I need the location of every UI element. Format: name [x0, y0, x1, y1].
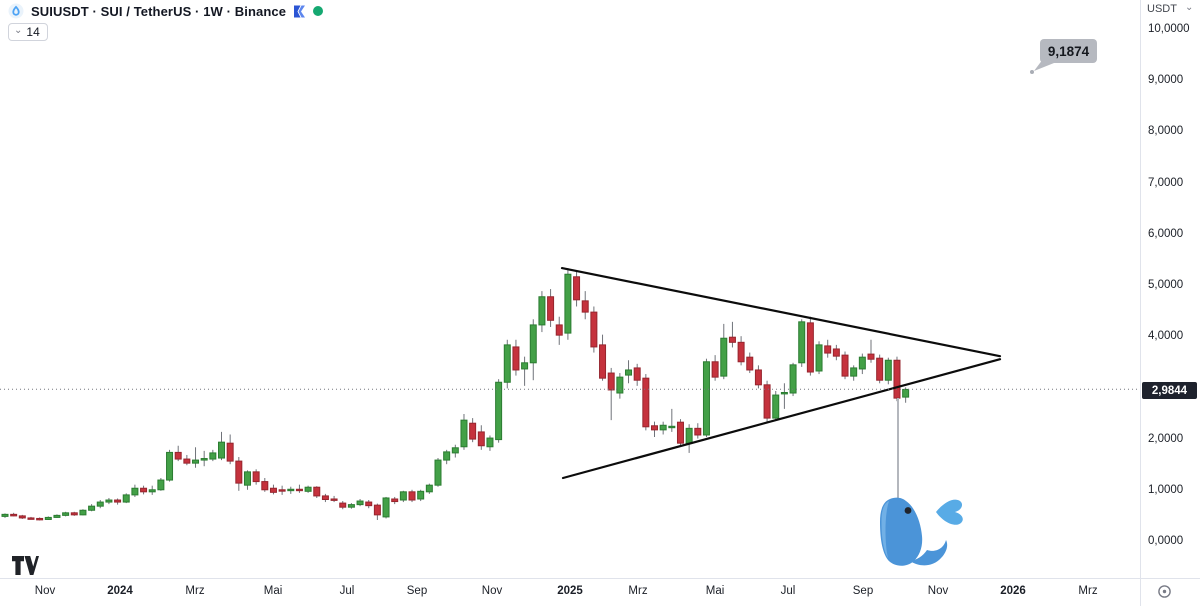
time-axis-label: Mai [263, 585, 283, 597]
time-axis-label: 2024 [107, 585, 133, 597]
time-axis-label: Sep [406, 585, 428, 597]
candlestick-chart[interactable] [0, 0, 1140, 578]
whale-eye [904, 507, 912, 514]
price-tick-label: 7,0000 [1148, 177, 1184, 189]
whale-tail [910, 540, 948, 566]
axis-vertical-separator[interactable] [1140, 0, 1141, 606]
time-axis-label: Mrz [1078, 585, 1098, 597]
time-axis-label: Sep [852, 585, 874, 597]
time-axis-label: Jul [780, 585, 796, 597]
triangle-lower [561, 358, 1002, 480]
whale-sticker[interactable] [870, 486, 966, 578]
time-axis-label: Mrz [185, 585, 205, 597]
candles [1, 268, 910, 521]
chart-plot-area[interactable]: 9,1874 SUIUSDT · SUI / TetherUS · 1W · B… [0, 0, 1140, 578]
whale-body [880, 497, 923, 566]
time-axis-label: Jul [339, 585, 355, 597]
time-axis-label: Nov [927, 585, 949, 597]
price-axis-currency-toggle[interactable]: USDT ⌄ [1147, 2, 1194, 16]
price-axis[interactable]: USDT ⌄ 10,0000 9,0000 8,0000 7,0000 6,0000 5,… [1141, 0, 1200, 578]
price-tick-label: 8,0000 [1148, 125, 1184, 137]
whale-fluke [936, 499, 963, 525]
axis-horizontal-separator[interactable] [0, 578, 1200, 579]
price-tick-label: 5,0000 [1148, 279, 1184, 291]
tradingview-logo[interactable] [12, 556, 39, 575]
price-tick-label: 0,0000 [1148, 535, 1184, 547]
timezone-settings-icon[interactable] [1157, 584, 1172, 599]
sui-logo-icon [8, 3, 24, 19]
time-axis[interactable]: Nov 2024 Mrz Mai Jul Sep Nov 2025 Mrz Mai Jul Sep No… [0, 579, 1140, 606]
price-tick-label: 1,0000 [1148, 484, 1184, 496]
market-status-dot[interactable] [313, 6, 324, 16]
indicator-count-chip[interactable]: ⌄ 14 [8, 23, 48, 41]
price-callout[interactable]: 9,1874 [1040, 39, 1097, 63]
time-axis-label: 2026 [1000, 585, 1026, 597]
price-tick-label: 2,0000 [1148, 433, 1184, 445]
price-tick-label: 6,0000 [1148, 228, 1184, 240]
price-callout-anchor-dot [1030, 70, 1034, 74]
chevron-down-icon: ⌄ [14, 25, 23, 36]
chevron-down-icon: ⌄ [1184, 2, 1194, 13]
price-tick-label: 10,0000 [1148, 23, 1190, 35]
time-axis-label: Mrz [628, 585, 648, 597]
indicator-count: 14 [26, 25, 40, 39]
whale-highlight [881, 501, 889, 558]
currency-label: USDT [1147, 3, 1177, 15]
chart-legend-header: SUIUSDT · SUI / TetherUS · 1W · Binance [8, 3, 324, 19]
time-axis-label: Nov [481, 585, 503, 597]
symbol-title[interactable]: SUIUSDT · SUI / TetherUS · 1W · Binance [31, 3, 287, 19]
current-price-badge: 2,9844 [1142, 382, 1197, 399]
triangle-upper [560, 266, 1002, 358]
time-axis-label: 2025 [557, 585, 583, 597]
time-axis-label: Mai [705, 585, 725, 597]
exchange-badge-icon [294, 5, 306, 17]
price-tick-label: 9,0000 [1148, 74, 1184, 86]
time-axis-label: Nov [34, 585, 56, 597]
price-tick-label: 4,0000 [1148, 330, 1184, 342]
